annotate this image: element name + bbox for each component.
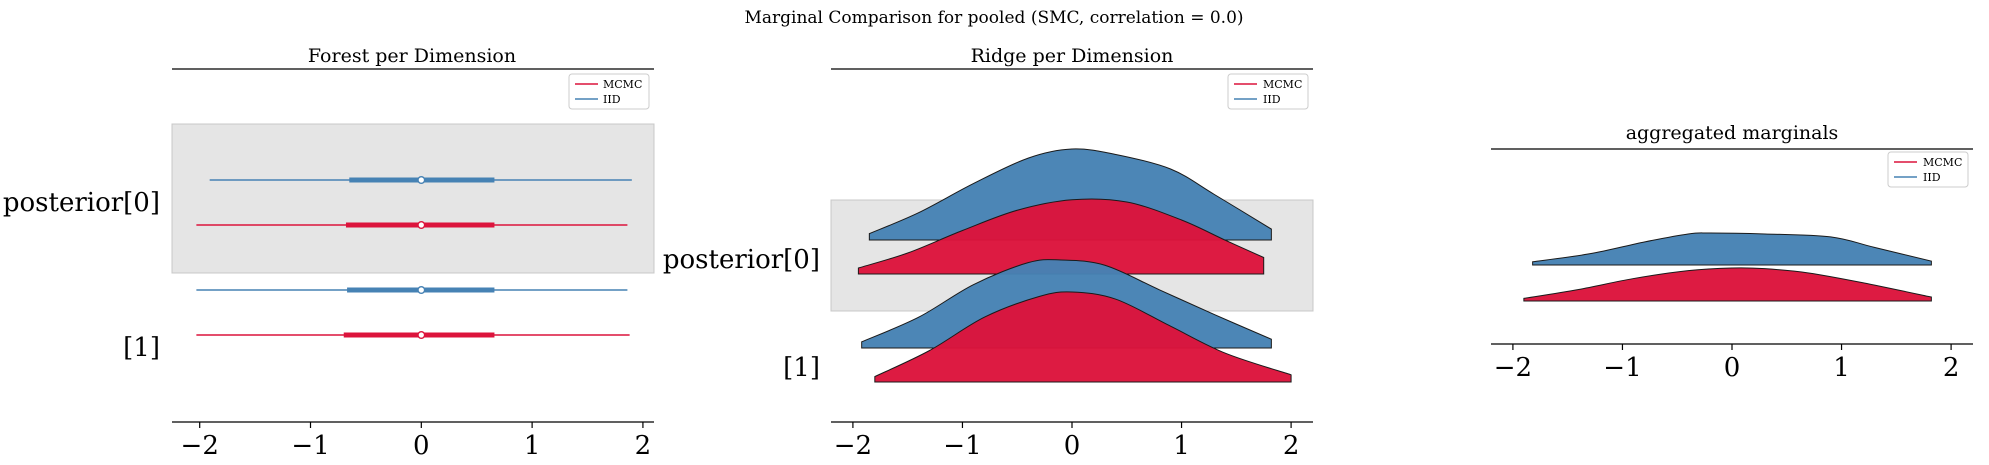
forest-tick-label: 1 xyxy=(524,431,541,461)
ridge-mcmc-ridge xyxy=(857,198,1265,275)
aggregated-legend-iid-label: IID xyxy=(1923,171,1941,184)
aggregated-x-ticks: −2 −1 0 1 2 xyxy=(1494,344,1960,383)
forest-highlight-band xyxy=(171,123,655,274)
aggregated-mcmc-ridge xyxy=(1523,267,1932,302)
aggregated-marks xyxy=(1523,232,1932,302)
ridge-tick-label: 0 xyxy=(1064,431,1081,461)
forest-panel: Forest per Dimension posterior[0] [1] −2… xyxy=(3,45,655,461)
ridge-legend-mcmc-label: MCMC xyxy=(1263,78,1302,91)
forest-tick-label: 2 xyxy=(635,431,652,461)
forest-legend-iid-label: IID xyxy=(603,93,621,106)
ridge-tick-label: −1 xyxy=(943,431,981,461)
forest-legend-mcmc-label: MCMC xyxy=(603,78,642,91)
figure-suptitle: Marginal Comparison for pooled (SMC, cor… xyxy=(744,8,1243,28)
ridge-ylabel-1: [1] xyxy=(783,353,820,383)
ridge-x-ticks: −2 −1 0 1 2 xyxy=(834,422,1300,461)
ridge-panel: Ridge per Dimension posterior[0] [1] −2−… xyxy=(663,45,1314,461)
forest-x-ticks: −2 −1 0 1 2 xyxy=(181,422,652,461)
forest-center-point xyxy=(417,331,426,340)
aggregated-legend-mcmc-label: MCMC xyxy=(1923,156,1962,169)
ridge-legend: MCMC IID xyxy=(1227,73,1309,110)
forest-legend-box xyxy=(568,73,650,110)
aggregated-tick-label: −2 xyxy=(1494,353,1532,383)
aggregated-title: aggregated marginals xyxy=(1626,122,1839,144)
aggregated-legend-box xyxy=(1887,151,1969,188)
forest-tick-label: −1 xyxy=(291,431,329,461)
forest-center-point xyxy=(417,175,426,184)
forest-center-point xyxy=(417,286,426,295)
ridge-marks xyxy=(857,148,1292,383)
ridge-mcmc-ridge xyxy=(874,291,1292,383)
forest-tick-label: 0 xyxy=(413,431,430,461)
aggregated-tick-label: 2 xyxy=(1943,353,1960,383)
aggregated-iid-ridge xyxy=(1532,232,1932,266)
aggregated-tick-label: 0 xyxy=(1724,353,1741,383)
ridge-legend-iid-label: IID xyxy=(1263,93,1281,106)
forest-ylabel-posterior0: posterior[0] xyxy=(3,188,160,218)
aggregated-panel: aggregated marginals −2 −1 0 1 2 MCMC IID xyxy=(1491,122,1973,383)
ridge-title: Ridge per Dimension xyxy=(971,45,1174,67)
ridge-tick-label: 1 xyxy=(1173,431,1190,461)
aggregated-tick-label: 1 xyxy=(1833,353,1850,383)
aggregated-legend: MCMC IID xyxy=(1887,151,1969,188)
ridge-tick-label: −2 xyxy=(834,431,872,461)
forest-tick-label: −2 xyxy=(181,431,219,461)
ridge-tick-label: 2 xyxy=(1283,431,1300,461)
forest-title: Forest per Dimension xyxy=(308,45,516,67)
aggregated-tick-label: −1 xyxy=(1603,353,1641,383)
forest-legend: MCMC IID xyxy=(568,73,650,110)
forest-ylabel-1: [1] xyxy=(123,333,160,363)
ridge-ylabel-posterior0: posterior[0] xyxy=(663,245,820,275)
forest-center-point xyxy=(417,220,426,229)
ridge-legend-box xyxy=(1227,73,1309,110)
forest-marks xyxy=(196,175,632,340)
